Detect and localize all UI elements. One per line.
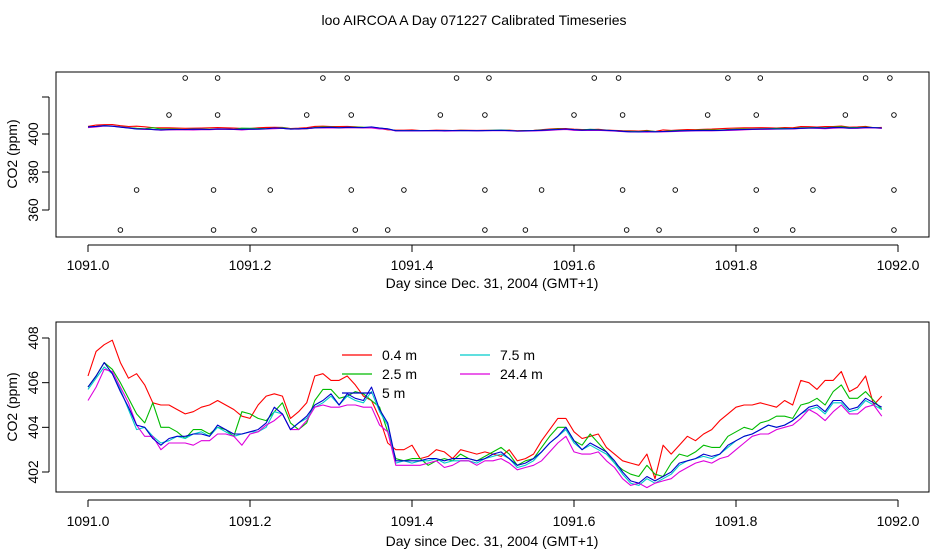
outlier-point [210,187,217,193]
outlier-point [303,112,310,118]
outlier-point [591,75,598,81]
bottom-series-line-244m [87,368,883,489]
outlier-point [348,187,355,193]
outlier-point [320,75,326,81]
outlier-point [344,75,350,81]
outlier-point [482,227,488,233]
outlier-point [251,227,257,233]
top-x-tick-label: 1091.8 [715,257,758,273]
outlier-point [210,227,217,233]
outlier-point [672,187,679,193]
bottom-series-line-04m [87,339,883,480]
bottom-series-lines [87,339,883,489]
outlier-point [704,112,711,118]
bottom-y-tick-label: 408 [25,326,41,350]
bottom-x-tick-label: 1091.2 [229,513,272,529]
bottom-x-tick-label: 1091.4 [391,513,434,529]
top-x-tick-label: 1092.0 [877,257,920,273]
top-x-tick-label: 1091.6 [553,257,596,273]
outlier-point [842,112,849,118]
outlier-point [789,227,796,233]
bottom-y-tick-label: 402 [25,460,41,484]
outlier-point [352,227,359,233]
legend-label: 0.4 m [382,347,417,363]
outlier-point [623,227,630,233]
outlier-point [571,112,577,118]
outlier-point [891,187,897,193]
outlier-point [267,187,274,193]
outlier-point [384,227,391,233]
outlier-point [862,75,869,81]
top-x-axis-label: Day since Dec. 31, 2004 (GMT+1) [386,275,599,291]
chart-title: loo AIRCOA A Day 071227 Calibrated Times… [321,12,626,28]
top-y-tick-label: 400 [25,122,41,146]
bottom-x-tick-label: 1091.6 [553,513,596,529]
top-series-lines [87,123,882,133]
legend-label: 2.5 m [382,366,417,382]
outlier-point [401,187,407,193]
legend-label: 7.5 m [500,347,535,363]
bottom-x-axis-label: Day since Dec. 31, 2004 (GMT+1) [386,533,599,549]
outlier-point [757,75,764,81]
top-y-axis: 360 380 400 [25,96,50,222]
outlier-point [615,75,622,81]
outlier-point [538,187,545,193]
bottom-y-axis-label: CO2 (ppm) [4,372,20,441]
top-series-line-5m [87,125,882,133]
outlier-point [453,75,460,81]
outlier-point [214,112,221,118]
bottom-x-tick-label: 1091.0 [67,513,110,529]
top-x-tick-label: 1091.0 [67,257,110,273]
bottom-chart-panel: 1091.0 1091.2 1091.4 1091.6 1091.8 1092.0 402… [4,321,930,549]
bottom-y-tick-label: 406 [25,371,41,395]
outlier-point [891,112,897,118]
outlier-point [214,75,221,81]
outlier-point [810,187,816,193]
bottom-series-line-75m [87,366,883,486]
bottom-x-tick-label: 1092.0 [877,513,920,529]
bottom-x-axis: 1091.0 1091.2 1091.4 1091.6 1091.8 1092.0 [67,499,920,529]
outlier-point [182,75,188,81]
outlier-point [133,187,140,193]
top-plot-frame [55,71,930,238]
bottom-plot-frame [55,321,930,493]
bottom-x-tick-label: 1091.8 [715,513,758,529]
outlier-point [522,227,529,233]
top-x-tick-label: 1091.4 [391,257,434,273]
top-x-tick-label: 1091.2 [229,257,272,273]
outlier-point [348,112,355,118]
legend-label: 5 m [382,385,405,401]
bottom-series-line-25m [87,362,883,478]
top-y-tick-label: 360 [25,198,41,222]
bottom-y-axis: 402 404 406 408 [25,326,50,484]
top-chart-panel: 1091.0 1091.2 1091.4 1091.6 1091.8 1092.0 360… [4,71,930,291]
outlier-point [725,75,731,81]
outlier-point [166,112,172,118]
outlier-point [486,75,492,81]
bottom-series-line-5m [87,362,883,484]
outlier-point [482,187,488,193]
outlier-point [656,227,662,233]
top-y-axis-label: CO2 (ppm) [4,119,20,188]
outlier-point [887,75,893,81]
outlier-point [482,112,488,118]
outlier-point [753,112,760,118]
bottom-y-tick-label: 404 [25,415,41,439]
outlier-point [619,187,626,193]
outlier-point [117,227,124,233]
legend: 0.4 m 2.5 m 5 m 7.5 m 24.4 m [342,347,543,401]
top-y-tick-label: 380 [25,160,41,184]
outlier-point [437,112,444,118]
top-x-axis: 1091.0 1091.2 1091.4 1091.6 1091.8 1092.0 [67,244,920,273]
top-outlier-points [117,75,897,233]
outlier-point [891,227,897,233]
outlier-point [753,227,760,233]
outlier-point [753,187,760,193]
outlier-point [619,112,626,118]
legend-label: 24.4 m [500,366,543,382]
